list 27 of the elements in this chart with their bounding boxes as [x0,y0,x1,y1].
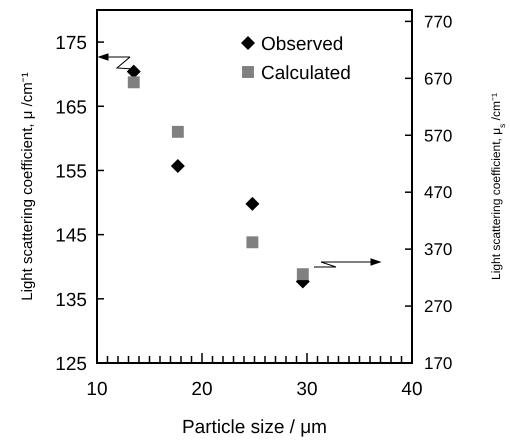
y2-tick-label: 670 [424,69,452,88]
point [296,268,309,280]
y2-tick-label: 170 [424,354,452,373]
y2-tick-label: 770 [424,12,452,32]
x-tick-label: 40 [401,379,423,400]
point [245,196,260,211]
y-tick-label: 145 [55,226,87,247]
y2-tick-label: 470 [424,183,452,202]
legend-label: Calculated [261,63,351,84]
x-tick-label: 10 [86,379,108,400]
x-tick-label: 20 [191,379,213,400]
y-tick-label: 135 [55,290,87,311]
point [246,236,258,248]
point [128,76,140,88]
y-axis-title: Light scattering coefficient, μ /cm⁻¹ [19,72,36,301]
legend-label: Observed [261,34,344,55]
x-axis-title: Particle size / μm [182,417,328,438]
x-tick-label: 30 [296,379,318,400]
y-tick-label: 155 [55,161,87,182]
y-tick-label: 175 [55,33,87,54]
y2-tick-label: 270 [424,297,452,316]
y2-tick-label: 570 [424,126,452,146]
point [170,158,185,173]
y2-tick-label: 370 [424,240,452,260]
y-tick-label: 125 [55,354,87,375]
y-tick-label: 165 [55,97,87,118]
point [172,126,184,138]
